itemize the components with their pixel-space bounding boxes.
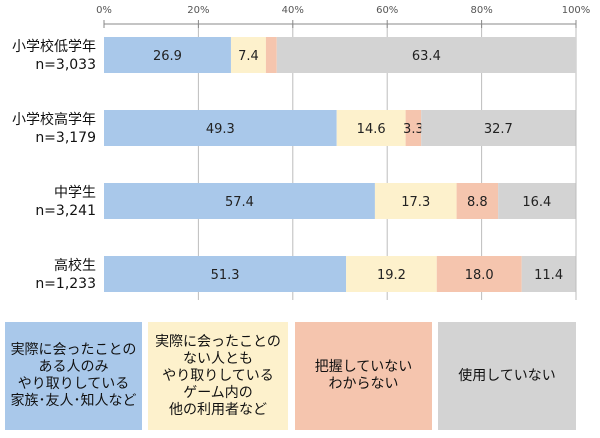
data-label: 26.9	[153, 49, 182, 64]
tick-label: 0%	[96, 5, 112, 16]
data-label: 51.3	[211, 268, 240, 283]
data-label: 57.4	[225, 195, 254, 210]
bar-segment	[498, 183, 576, 219]
data-label: 7.4	[238, 49, 259, 64]
bar-segment	[336, 110, 406, 146]
category-n-label: n=1,233	[35, 276, 96, 292]
category-n-label: n=3,241	[35, 203, 96, 219]
bar-segment	[230, 37, 266, 73]
category-label: 高校生	[54, 257, 96, 274]
data-label: 8.8	[467, 195, 488, 210]
bar-segment	[436, 256, 522, 292]
bar-segment	[104, 256, 347, 292]
bar-segment	[104, 110, 337, 146]
bar-segment	[265, 37, 277, 73]
legend-item: 使用していない	[438, 322, 576, 430]
tick-label: 20%	[187, 5, 209, 16]
data-label: 14.6	[357, 122, 386, 137]
bar-segment	[421, 110, 576, 146]
data-label: 17.3	[401, 195, 430, 210]
data-label: 18.0	[465, 268, 494, 283]
tick-label: 40%	[282, 5, 304, 16]
bar-segment	[346, 256, 437, 292]
legend-item: 実際に会ったことのある人のみ やり取りしている 家族･友人･知人など	[5, 322, 142, 430]
category-label: 小学校低学年	[12, 38, 96, 55]
bar-segment	[104, 37, 231, 73]
category-n-label: n=3,033	[35, 57, 96, 73]
legend-item: 把握していない わからない	[295, 322, 432, 430]
data-label: 63.4	[412, 49, 441, 64]
bar-segment	[405, 110, 422, 146]
bar-segment	[374, 183, 457, 219]
data-label: 11.4	[534, 268, 563, 283]
bar-segment	[456, 183, 499, 219]
data-label: 32.7	[484, 122, 513, 137]
data-label: 3.3	[403, 122, 424, 137]
legend-item: 実際に会ったことの ない人とも やり取りしている ゲーム内の 他の利用者など	[148, 322, 288, 430]
tick-label: 80%	[470, 5, 492, 16]
bar-segment	[276, 37, 576, 73]
bar-segment	[104, 183, 375, 219]
category-n-label: n=3,179	[35, 130, 96, 146]
data-label: 16.4	[522, 195, 551, 210]
category-label: 中学生	[54, 185, 96, 201]
tick-label: 100%	[562, 5, 591, 16]
category-label: 小学校高学年	[12, 111, 96, 128]
bar-segment	[521, 256, 576, 292]
data-label: 19.2	[377, 268, 406, 283]
tick-label: 60%	[376, 5, 398, 16]
data-label: 49.3	[206, 122, 235, 137]
